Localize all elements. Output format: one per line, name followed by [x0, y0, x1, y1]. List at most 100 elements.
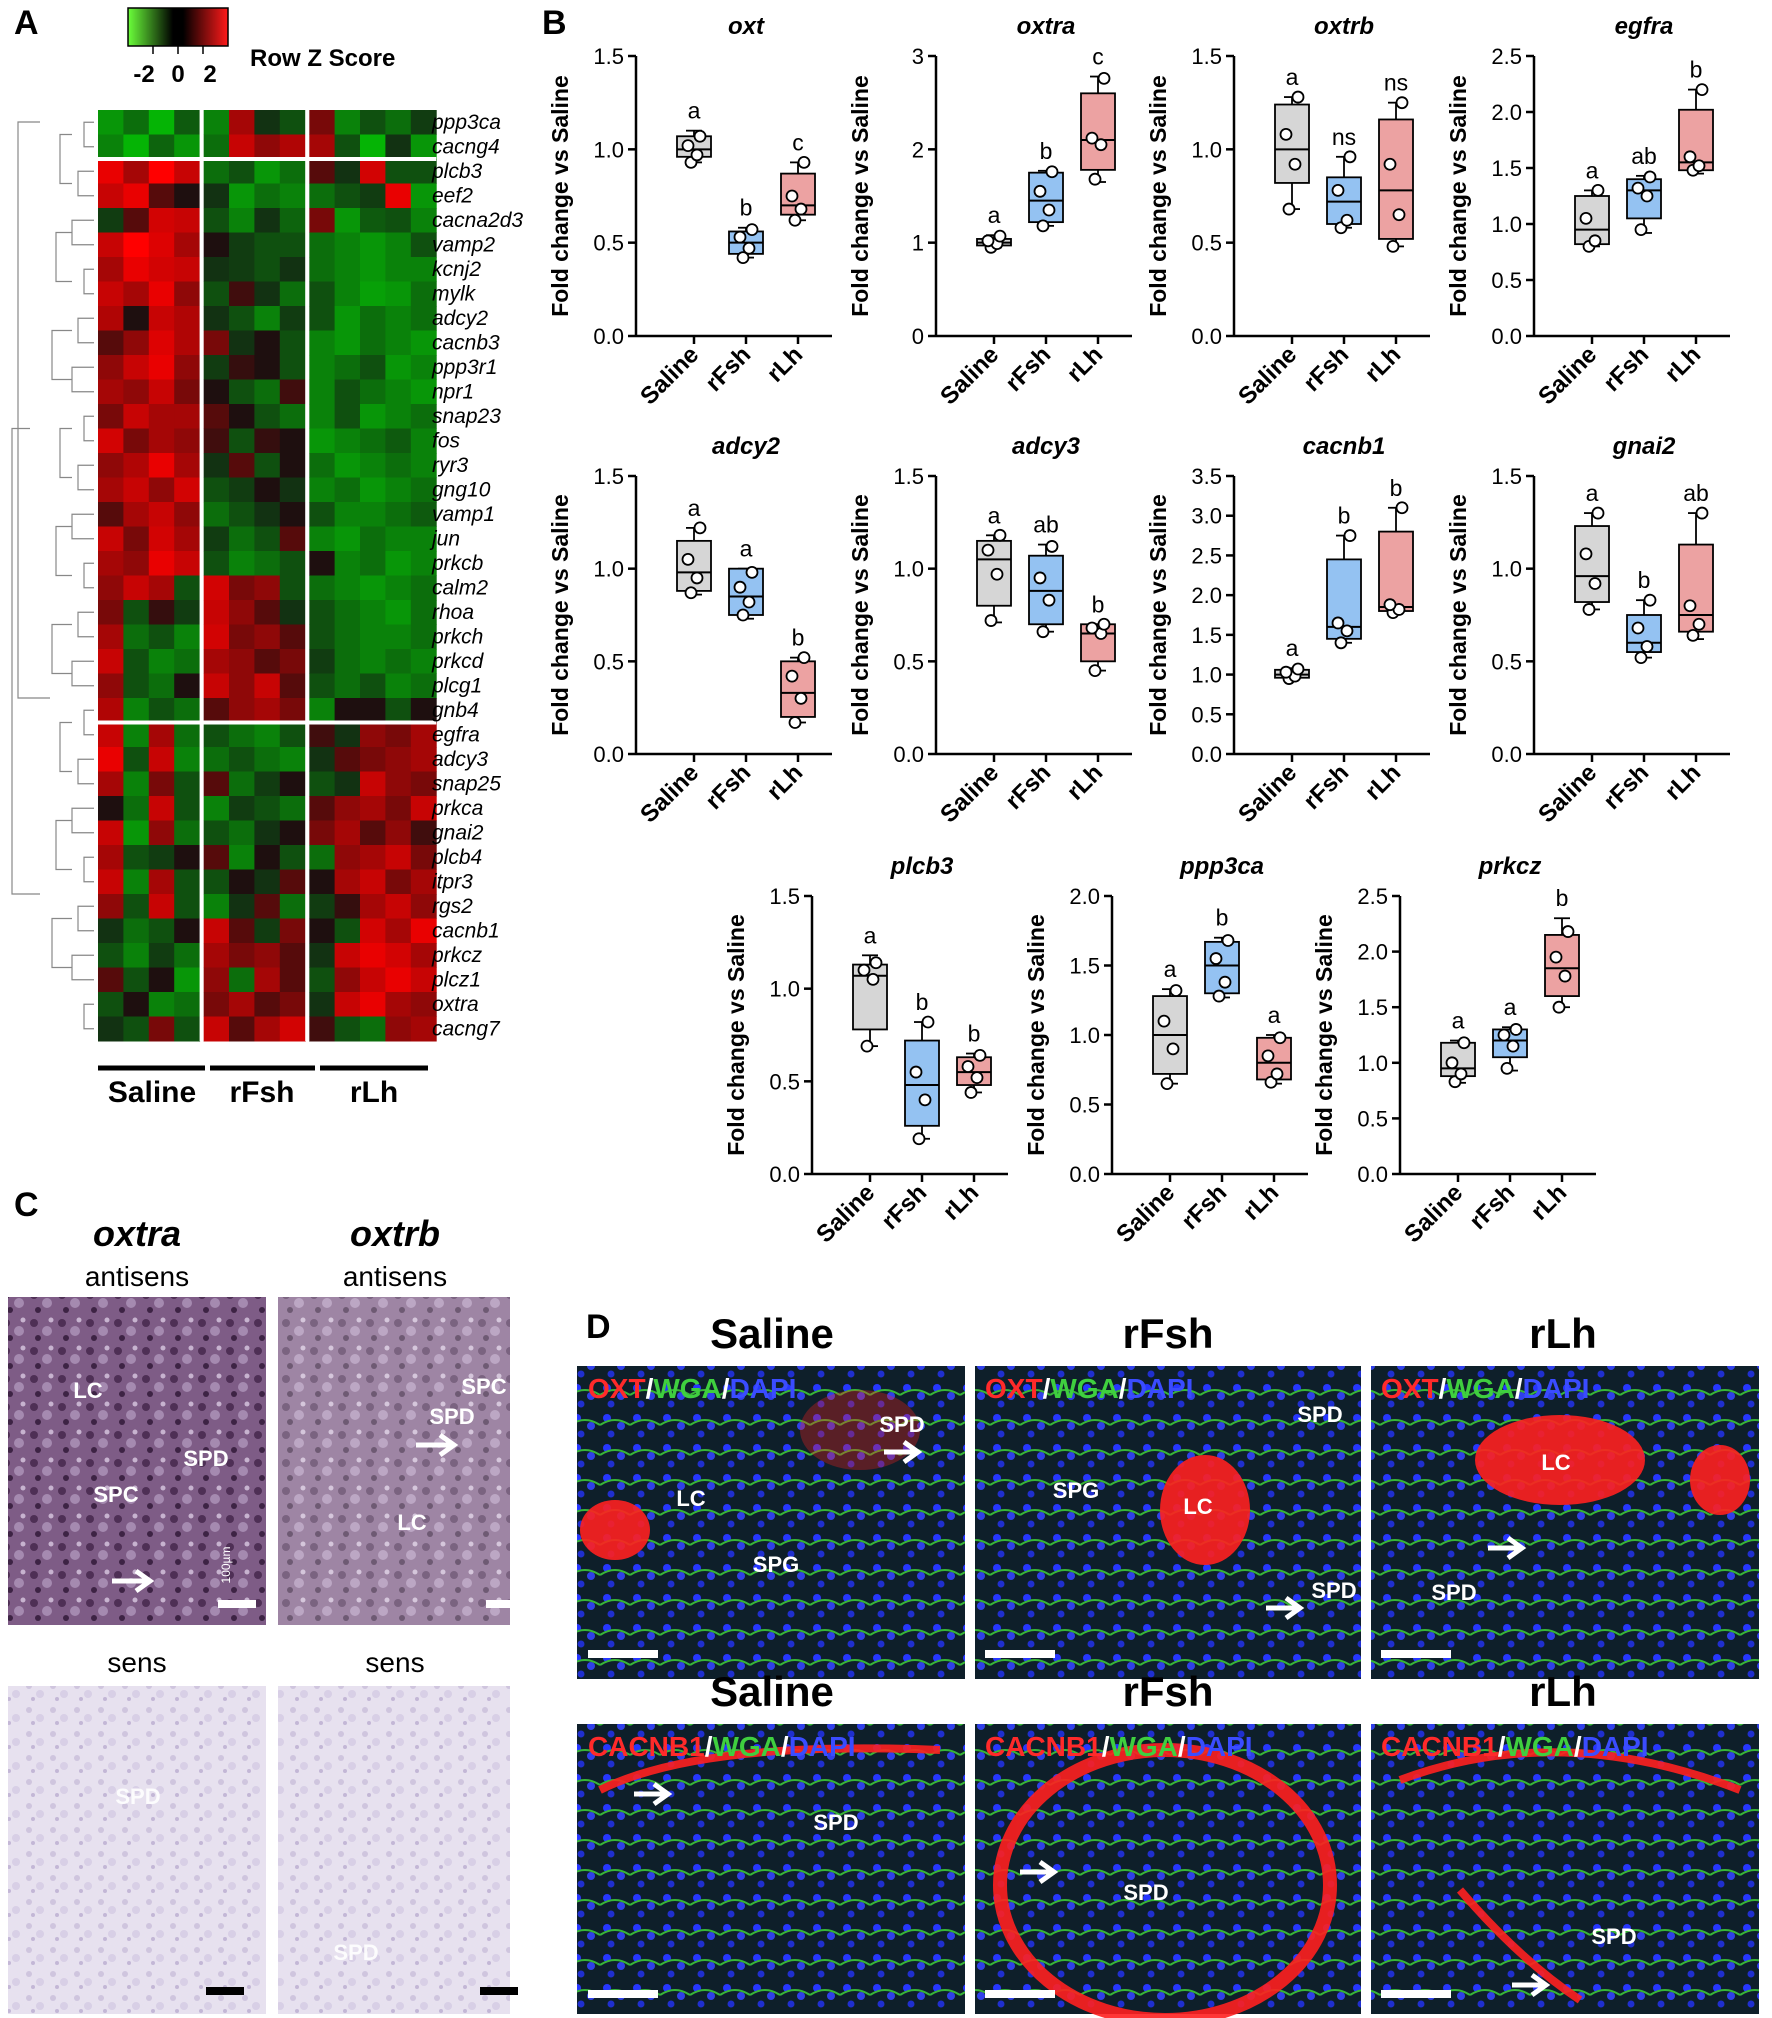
data-point: [788, 716, 802, 729]
boxplot-title: gnai2: [1612, 433, 1676, 460]
y-tick-label: 0.0: [593, 742, 624, 767]
heatmap-cell: [309, 943, 336, 968]
data-point: [1561, 925, 1575, 938]
significance-letter: ns: [1332, 124, 1356, 150]
heatmap-cell: [98, 624, 124, 650]
y-tick-label: 0.0: [1191, 324, 1222, 349]
y-tick-label: 2.0: [1069, 884, 1100, 909]
heatmap-cell: [385, 330, 412, 356]
significance-letter: b: [1092, 591, 1105, 617]
heatmap-cell: [123, 551, 150, 576]
x-tick-label: Saline: [1533, 759, 1602, 828]
heatmap-cell: [334, 404, 361, 429]
heatmap-cell: [360, 918, 386, 944]
heatmap-cell: [229, 110, 255, 135]
heatmap-cell: [254, 551, 281, 576]
heatmap-cell: [360, 722, 386, 748]
data-point: [681, 553, 695, 566]
heatmap-cell: [174, 404, 201, 429]
heatmap-cell: [98, 257, 124, 282]
heatmap-cell: [279, 992, 306, 1017]
heatmap-cell: [360, 796, 386, 821]
gene-label: adcy3: [432, 748, 488, 771]
heatmap-cell: [98, 894, 124, 919]
arrow-icon: [112, 1568, 155, 1594]
data-point: [866, 973, 880, 986]
heatmap-cell: [203, 502, 230, 527]
heatmap-cell: [254, 967, 281, 993]
heatmap-cell: [98, 845, 124, 870]
data-point: [1279, 127, 1293, 141]
significance-letter: a: [740, 536, 753, 562]
heatmap-cell: [309, 551, 336, 576]
data-point: [1331, 183, 1345, 197]
heatmap-cell: [123, 747, 150, 772]
data-point: [797, 155, 811, 169]
heatmap-cell: [203, 943, 230, 968]
heatmap-cell: [385, 649, 412, 674]
y-tick-label: 0.5: [1191, 702, 1222, 727]
heatmap-cell: [410, 257, 437, 282]
significance-letter: a: [864, 922, 877, 948]
data-point: [1558, 969, 1572, 983]
heatmap-cell: [174, 379, 201, 405]
ish-header-oxtra: oxtra: [93, 1213, 181, 1254]
data-point: [961, 1060, 975, 1073]
x-tick-label: rFsh: [700, 759, 756, 815]
x-tick-label: rLh: [762, 759, 808, 805]
heatmap-cell: [123, 404, 150, 429]
heatmap-cell: [334, 1016, 361, 1042]
data-point: [742, 241, 756, 255]
panel-label-b: B: [542, 4, 567, 42]
significance-letter: a: [988, 502, 1001, 528]
gene-label: ppp3r1: [431, 356, 497, 379]
heatmap-cell: [410, 894, 437, 919]
x-tick-label: Saline: [1399, 1179, 1468, 1248]
heatmap-cell: [309, 379, 336, 405]
data-point: [1640, 640, 1654, 653]
heatmap-cell: [203, 355, 230, 380]
data-point: [1097, 72, 1111, 85]
heatmap-cell: [148, 1016, 175, 1042]
heatmap-cell: [229, 820, 255, 846]
heatmap-cell: [279, 698, 306, 723]
y-tick-label: 1.0: [769, 977, 800, 1002]
heatmap-cell: [148, 159, 175, 184]
heatmap-cell: [123, 306, 150, 331]
boxplot-adcy3: adcy3 0.0 0.5 1.0 1.5 Fold change vs Saline a S…: [847, 433, 1132, 828]
data-point: [733, 580, 747, 594]
data-point: [1395, 501, 1409, 515]
dendrogram-branch: [83, 415, 94, 442]
heatmap-cell: [360, 159, 386, 184]
significance-letter: a: [1586, 157, 1599, 183]
y-tick-label: 3.0: [1191, 504, 1222, 529]
heatmap-cell: [98, 330, 124, 356]
y-axis-label: Fold change vs Saline: [547, 494, 573, 736]
heatmap-cell: [148, 600, 175, 625]
heatmap-cell: [229, 330, 255, 356]
boxplot-title: egfra: [1615, 13, 1674, 40]
gene-label: vamp1: [432, 503, 495, 526]
gene-label: prkcd: [431, 650, 485, 673]
heatmap-cell: [279, 575, 306, 601]
heatmap-cell: [279, 110, 306, 135]
data-point: [1036, 625, 1050, 639]
heatmap-cell: [385, 183, 412, 209]
heatmap-cell: [410, 624, 437, 650]
data-point: [973, 1048, 987, 1062]
data-point: [1343, 150, 1357, 164]
data-point: [1343, 529, 1357, 542]
heatmap-cell: [334, 453, 361, 478]
data-point: [1445, 1056, 1459, 1070]
heatmap-cell: [229, 477, 255, 503]
heatmap-cell: [123, 600, 150, 625]
heatmap-cell: [203, 575, 230, 601]
heatmap-cell: [229, 379, 255, 405]
heatmap-cell: [174, 845, 201, 870]
heatmap-cell: [203, 526, 230, 552]
data-point: [1695, 506, 1709, 520]
data-point: [993, 229, 1007, 243]
heatmap-cell: [229, 551, 255, 576]
heatmap-cell: [334, 967, 361, 993]
heatmap-cell: [385, 208, 412, 233]
